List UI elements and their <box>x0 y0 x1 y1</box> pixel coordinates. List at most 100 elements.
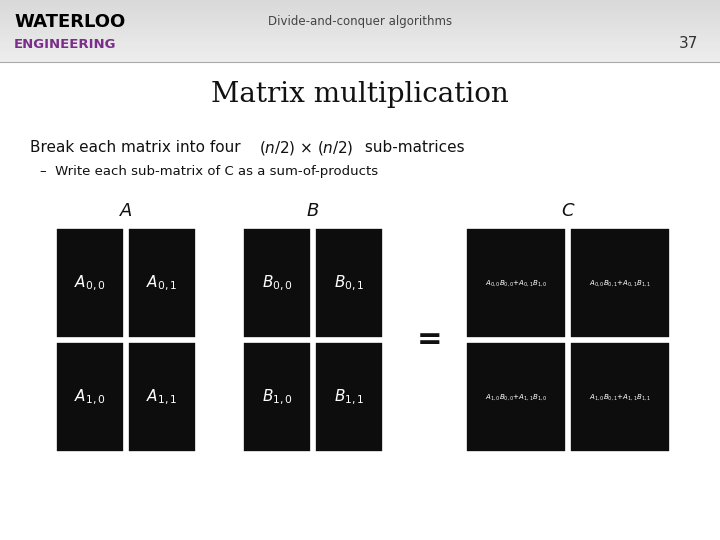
Text: $A_{1,0}B_{0,1}{+}A_{1,1}B_{1,1}$: $A_{1,0}B_{0,1}{+}A_{1,1}B_{1,1}$ <box>589 392 652 402</box>
Bar <box>570 342 670 452</box>
Bar <box>0 57 720 58</box>
Bar <box>0 29 720 30</box>
Bar <box>0 36 720 37</box>
Bar <box>0 26 720 27</box>
Bar <box>0 49 720 50</box>
Bar <box>0 39 720 40</box>
Bar <box>0 31 720 32</box>
Bar <box>0 40 720 41</box>
Bar <box>0 60 720 61</box>
Bar <box>0 17 720 18</box>
Bar <box>0 18 720 19</box>
Text: $A_{1,0}B_{0,0}{+}A_{1,1}B_{1,0}$: $A_{1,0}B_{0,0}{+}A_{1,1}B_{1,0}$ <box>485 392 547 402</box>
Text: $A_{1,1}$: $A_{1,1}$ <box>146 387 178 407</box>
Bar <box>0 3 720 4</box>
Bar <box>0 7 720 8</box>
Bar <box>0 1 720 2</box>
Bar <box>0 15 720 16</box>
Bar <box>0 44 720 45</box>
Bar <box>0 54 720 55</box>
Bar <box>0 22 720 23</box>
Text: –  Write each sub-matrix of C as a sum-of-products: – Write each sub-matrix of C as a sum-of… <box>40 165 378 179</box>
Bar <box>0 48 720 49</box>
Text: $A_{0,0}B_{0,1}{+}A_{0,1}B_{1,1}$: $A_{0,0}B_{0,1}{+}A_{0,1}B_{1,1}$ <box>589 278 652 288</box>
Text: $B_{0,0}$: $B_{0,0}$ <box>261 273 292 293</box>
Bar <box>0 16 720 17</box>
Bar <box>466 228 566 338</box>
Bar <box>0 61 720 62</box>
Text: WATERLOO: WATERLOO <box>14 13 125 31</box>
Bar <box>0 0 720 62</box>
Bar <box>0 10 720 11</box>
Bar <box>570 228 670 338</box>
Text: $B_{1,1}$: $B_{1,1}$ <box>334 387 364 407</box>
Bar <box>0 13 720 14</box>
Bar <box>315 228 383 338</box>
Text: Matrix multiplication: Matrix multiplication <box>211 82 509 109</box>
Bar <box>0 53 720 54</box>
Text: $A$: $A$ <box>119 202 133 220</box>
Bar <box>0 47 720 48</box>
Bar <box>0 37 720 38</box>
Text: ENGINEERING: ENGINEERING <box>14 37 117 51</box>
Text: $A_{0,0}B_{0,0}{+}A_{0,1}B_{1,0}$: $A_{0,0}B_{0,0}{+}A_{0,1}B_{1,0}$ <box>485 278 547 288</box>
Bar <box>0 32 720 33</box>
Bar <box>466 342 566 452</box>
Bar <box>0 34 720 35</box>
Bar <box>0 11 720 12</box>
Bar <box>0 8 720 9</box>
Bar <box>0 35 720 36</box>
Text: $C$: $C$ <box>561 202 575 220</box>
Text: $A_{1,0}$: $A_{1,0}$ <box>74 387 106 407</box>
Bar <box>0 9 720 10</box>
Bar <box>0 51 720 52</box>
Bar <box>0 58 720 59</box>
Bar <box>0 38 720 39</box>
Bar <box>0 43 720 44</box>
Bar <box>315 342 383 452</box>
Bar <box>0 5 720 6</box>
Bar <box>0 59 720 60</box>
Bar <box>0 24 720 25</box>
Bar <box>0 30 720 31</box>
Bar <box>0 55 720 56</box>
Bar <box>0 52 720 53</box>
Bar <box>0 4 720 5</box>
Text: $A_{0,0}$: $A_{0,0}$ <box>74 273 106 293</box>
Bar <box>56 228 124 338</box>
Bar <box>0 21 720 22</box>
Text: $A_{0,1}$: $A_{0,1}$ <box>146 273 178 293</box>
Bar <box>243 342 311 452</box>
Text: $B_{0,1}$: $B_{0,1}$ <box>334 273 364 293</box>
Bar <box>0 33 720 34</box>
Text: Break each matrix into four: Break each matrix into four <box>30 140 246 156</box>
Bar <box>243 228 311 338</box>
Bar <box>0 25 720 26</box>
Bar <box>0 41 720 42</box>
Bar <box>56 342 124 452</box>
Bar <box>0 46 720 47</box>
Text: $B_{1,0}$: $B_{1,0}$ <box>261 387 292 407</box>
Text: $(n/2)$: $(n/2)$ <box>317 139 354 157</box>
Bar <box>0 56 720 57</box>
Bar <box>128 228 196 338</box>
Text: $(n/2)$: $(n/2)$ <box>259 139 295 157</box>
Text: 37: 37 <box>679 37 698 51</box>
Text: $B$: $B$ <box>307 202 320 220</box>
Bar <box>0 2 720 3</box>
Bar <box>0 19 720 20</box>
Bar <box>0 50 720 51</box>
Text: Divide-and-conquer algorithms: Divide-and-conquer algorithms <box>268 16 452 29</box>
Bar <box>0 23 720 24</box>
Bar <box>0 28 720 29</box>
Bar <box>128 342 196 452</box>
Bar <box>0 42 720 43</box>
Text: $\times$: $\times$ <box>299 140 312 156</box>
Bar <box>0 45 720 46</box>
Text: =: = <box>417 326 443 354</box>
Bar <box>0 27 720 28</box>
Bar <box>0 20 720 21</box>
Bar <box>0 6 720 7</box>
Bar <box>0 14 720 15</box>
Bar <box>0 12 720 13</box>
